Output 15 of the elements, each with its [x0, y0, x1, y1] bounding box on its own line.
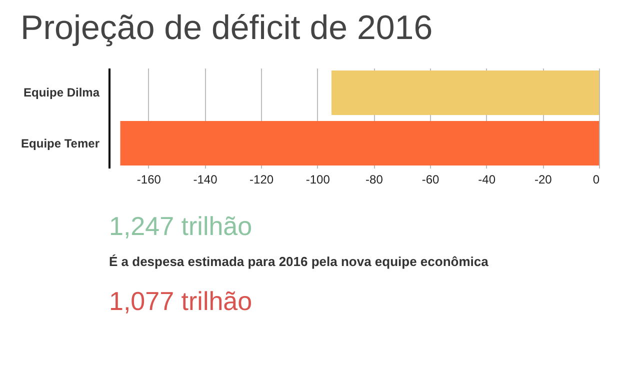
x-tick-label: -20	[534, 172, 552, 186]
x-tick-label: -120	[250, 172, 274, 186]
text: 1,077 trilhão	[109, 286, 252, 316]
text: É a despesa estimada para 2016 pela nova equipe econômica	[109, 254, 490, 269]
chart-title: Projeção de déficit de 2016	[20, 9, 433, 47]
x-tick-label: -160	[136, 172, 162, 186]
x-tick-label: 0	[592, 172, 600, 186]
x-tick-label: -140	[193, 172, 218, 186]
x-tick-label: -60	[422, 172, 440, 186]
text: 1,247 trilhão	[109, 211, 252, 241]
x-tick-label: -40	[478, 172, 496, 186]
y-tick-label: Equipe Dilma	[23, 86, 100, 100]
y-tick-label: Equipe Temer	[21, 136, 100, 150]
x-tick-label: -80	[366, 172, 384, 186]
x-tick-label: -100	[306, 172, 330, 186]
